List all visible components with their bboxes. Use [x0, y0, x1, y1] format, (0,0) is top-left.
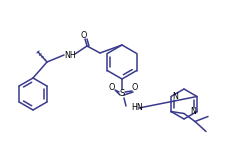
- Text: O: O: [81, 31, 87, 39]
- Text: O: O: [109, 83, 115, 91]
- Text: O: O: [132, 84, 138, 92]
- Text: N: N: [172, 92, 178, 101]
- Text: N: N: [190, 107, 196, 116]
- Text: S: S: [119, 90, 125, 98]
- Text: NH: NH: [64, 51, 76, 59]
- Text: HN: HN: [131, 104, 143, 112]
